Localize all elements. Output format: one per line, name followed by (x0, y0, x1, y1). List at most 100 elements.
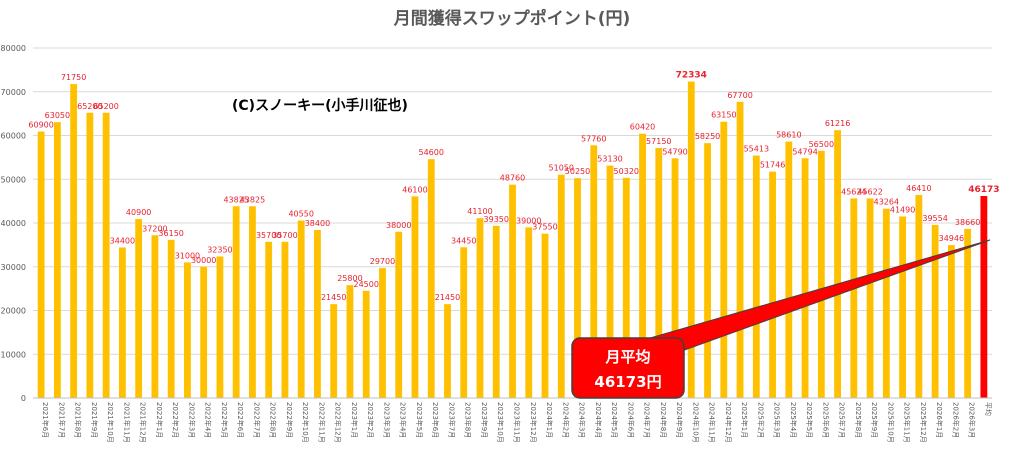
bar (817, 150, 825, 398)
x-tick-label: 2024年5月 (610, 402, 619, 438)
x-tick-label: 2021年9月 (90, 402, 99, 438)
callout-line2: 46173円 (594, 373, 661, 391)
bar (427, 159, 435, 398)
data-label: 57760 (581, 134, 606, 143)
data-label: 48760 (500, 174, 525, 183)
data-label: 46100 (402, 185, 427, 194)
data-label: 65200 (93, 102, 118, 111)
x-tick-label: 2022年3月 (187, 402, 196, 438)
x-tick-label: 2025年3月 (773, 402, 782, 438)
x-tick-label: 2023年3月 (382, 402, 391, 438)
bar (639, 133, 646, 398)
bar (411, 196, 419, 398)
data-label: 38400 (305, 219, 330, 228)
bar (801, 158, 809, 398)
bar (574, 178, 581, 398)
data-label: 58250 (695, 132, 720, 141)
data-label: 37200 (142, 224, 167, 233)
bar (492, 225, 500, 398)
bar (687, 81, 695, 398)
data-label: 54790 (662, 147, 687, 156)
x-tick-label: 2026年3月 (968, 402, 977, 438)
x-axis: 2021年6月 2021年7月 2021年8月 2021年9月 2021年10月 2021… (33, 397, 993, 443)
y-tick-label: 70000 (1, 88, 26, 97)
x-tick-label: 2024年10月 (691, 402, 700, 443)
bar (866, 198, 874, 398)
data-label: 43264 (874, 198, 899, 207)
data-label: 39350 (484, 215, 509, 224)
average-bar (980, 195, 988, 398)
data-label: 37550 (532, 223, 557, 232)
y-tick-label: 50000 (1, 175, 26, 184)
x-tick-label: 平均 (984, 402, 993, 416)
bar (557, 174, 565, 398)
bar (964, 228, 972, 398)
x-tick-label: 2023年12月 (529, 402, 538, 443)
average-callout: 月平均 46173円 (571, 239, 991, 399)
bar (184, 262, 191, 398)
bar (444, 304, 451, 398)
bar (752, 155, 760, 398)
data-label: 21450 (321, 293, 346, 302)
data-label: 35700 (272, 231, 297, 240)
data-label: 39554 (922, 214, 947, 223)
data-label: 54600 (419, 148, 444, 157)
x-tick-label: 2024年8月 (659, 402, 668, 438)
callout-box (571, 337, 685, 399)
x-tick-label: 2023年9月 (480, 402, 489, 438)
data-label: 35700 (256, 231, 281, 240)
x-tick-label: 2022年8月 (269, 402, 278, 438)
bar (346, 285, 354, 398)
data-label: 46410 (906, 184, 931, 193)
x-tick-label: 2021年7月 (57, 402, 66, 438)
x-tick-label: 2024年1月 (545, 402, 554, 438)
x-tick-label: 2026年1月 (935, 402, 944, 438)
bar (525, 227, 533, 398)
data-label: 61216 (825, 119, 850, 128)
data-label: 45624 (841, 187, 866, 196)
data-label: 39000 (516, 216, 541, 225)
x-tick-label: 2024年12月 (724, 402, 733, 443)
chart-title: 月間獲得スワップポイント(円) (393, 8, 631, 29)
y-tick-label: 60000 (1, 132, 26, 141)
data-label: 24500 (353, 280, 378, 289)
x-tick-label: 2022年9月 (285, 402, 294, 438)
y-tick-label: 30000 (1, 263, 26, 272)
x-tick-label: 2024年9月 (675, 402, 684, 438)
bar (882, 208, 890, 398)
bar (232, 206, 240, 398)
data-label: 41100 (467, 207, 492, 216)
data-label: 29700 (370, 257, 395, 266)
bar (200, 266, 208, 398)
bar (86, 112, 94, 398)
x-tick-label: 2025年2月 (756, 402, 765, 438)
x-tick-label: 2024年11月 (708, 402, 717, 443)
x-tick-label: 2024年4月 (594, 402, 603, 438)
x-tick-label: 2021年6月 (41, 402, 50, 438)
bar (590, 145, 598, 398)
data-label: 38660 (955, 218, 980, 227)
x-tick-label: 2022年11月 (317, 402, 326, 443)
bar (736, 101, 744, 398)
data-label: 41490 (890, 205, 915, 214)
bar (720, 121, 728, 398)
bar (915, 194, 923, 398)
data-label: 40900 (126, 208, 151, 217)
data-label: 45622 (857, 187, 882, 196)
data-label: 38000 (386, 221, 411, 230)
x-tick-label: 2022年4月 (204, 402, 213, 438)
author-annotation: (C)スノーキー(小手川征也) (232, 97, 408, 114)
data-label: 60420 (630, 123, 655, 132)
bar (606, 165, 614, 398)
x-tick-label: 2025年10月 (886, 402, 895, 443)
x-tick-label: 2024年7月 (643, 402, 652, 438)
bar (655, 147, 663, 398)
data-label: 63150 (711, 111, 736, 120)
x-tick-label: 2025年11月 (903, 402, 912, 443)
data-label: 25800 (337, 274, 362, 283)
bar (671, 158, 679, 398)
x-tick-label: 2025年12月 (919, 402, 928, 443)
x-tick-label: 2023年10月 (496, 402, 505, 443)
bar (541, 233, 549, 398)
